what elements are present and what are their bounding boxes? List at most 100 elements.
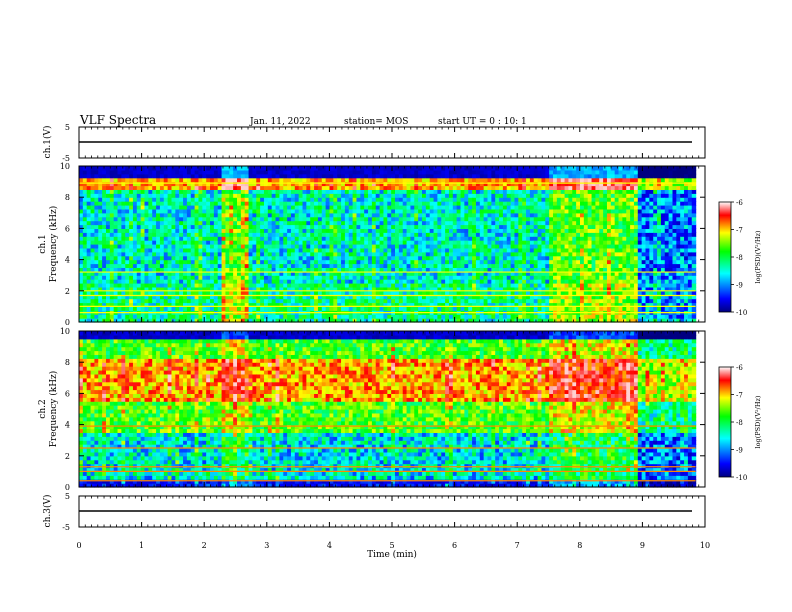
spectrogram-cell [163,173,169,179]
spectrogram-cell [414,177,419,183]
spectrogram-cell [240,185,246,190]
spectrogram-cell [102,236,107,241]
spectrogram-cell [310,263,315,268]
spectrogram-cell [421,197,427,202]
spectrogram-cell [152,240,157,245]
spectrogram-cell [136,318,142,323]
spectrogram-cell [105,255,111,261]
spectrogram-cell [156,267,161,272]
spectrogram-cell [360,275,365,280]
spectrogram-cell [121,216,126,222]
spectrogram-cell [475,224,481,229]
spectrogram-cell [202,251,207,257]
spectrogram-cell [356,247,361,253]
spectrogram-cell [102,263,107,268]
spectrogram-cell [237,197,242,202]
spectrogram-cell [240,169,246,175]
spectrogram-cell [252,251,257,257]
spectrogram-cell [86,205,92,210]
spectrogram-cell [198,263,203,268]
spectrogram-cell [406,240,412,245]
spectrogram-cell [279,279,284,284]
spectrogram-cell [283,193,288,198]
spectrogram-cell [533,205,539,210]
spectrogram-cell [140,193,146,198]
spectrogram-cell [514,314,519,319]
spectrogram-cell [506,294,512,300]
spectrogram-cell [553,275,558,280]
spectrogram-cell [206,205,211,210]
spectrogram-cell [129,216,134,222]
spectrogram-cell [495,318,500,323]
spectrogram-cell [206,271,211,276]
spectrogram-cell [186,189,192,194]
spectrogram-cell [167,177,173,183]
spectrogram-cell [383,244,388,249]
spectrogram-cell [541,173,546,179]
spectrogram-cell [333,263,338,268]
spectrogram-cell [371,205,377,210]
spectrogram-cell [421,290,427,296]
spectrogram-cell [545,279,550,284]
spectrogram-cell [198,228,203,233]
spectrogram-cell [441,220,446,226]
spectrogram-cell [252,224,257,229]
spectrogram-cell [329,298,334,304]
spectrogram-cell [402,302,408,307]
spectrogram-cell [256,271,261,276]
spectrogram-cell [109,259,115,265]
spectrogram-cell [526,232,531,237]
spectrogram-cell [410,212,415,218]
spectrogram-cell [371,236,377,241]
spectrogram-cell [314,224,319,229]
spectrogram-cell [248,220,254,226]
spectrogram-cell [421,240,427,245]
spectrogram-cell [317,181,323,187]
spectrogram-cell [125,267,130,272]
spectrogram-cell [456,216,462,222]
spectrogram-cell [529,181,535,187]
spectrogram-cell [398,201,404,206]
spectrogram-cell [526,197,531,202]
spectrogram-cell [549,286,554,292]
spectrogram-cell [418,181,423,187]
spectrogram-cell [136,208,142,214]
spectrogram-cell [441,279,446,284]
spectrogram-cell [125,236,130,241]
spectrogram-cell [379,197,385,202]
spectrogram-cell [495,271,500,276]
spectrogram-cell [344,259,350,265]
spectrogram-cell [252,173,257,179]
spectrogram-cell [252,201,257,206]
spectrogram-cell [314,216,319,222]
spectrogram-cell [364,286,369,292]
spectrogram-cell [526,228,531,233]
spectrogram-cell [472,244,477,249]
spectrogram-cell [556,244,562,249]
spectrogram-cell [217,302,223,307]
spectrogram-cell [279,267,284,272]
spectrogram-cell [233,220,238,226]
spectrogram-cell [302,314,307,319]
spectrogram-cell [445,236,450,241]
spectrogram-cell [425,251,431,257]
spectrogram-cell [541,294,546,300]
spectrogram-cell [553,177,558,183]
spectrogram-cell [132,197,138,202]
spectrogram-cell [514,208,519,214]
spectrogram-cell [487,259,492,265]
spectrogram-cell [529,251,535,257]
spectrogram-cell [233,286,238,292]
spectrogram-cell [279,208,284,214]
spectrogram-cell [167,193,173,198]
spectrogram-cell [248,185,254,190]
spectrogram-cell [163,236,169,241]
spectrogram-cell [183,244,188,249]
spectrogram-cell [379,275,385,280]
spectrogram-cell [487,177,492,183]
spectrogram-cell [79,286,84,292]
spectrogram-cell [248,236,254,241]
spectrogram-cell [529,267,535,272]
spectrogram-cell [475,271,481,276]
spectrogram-cell [306,251,311,257]
